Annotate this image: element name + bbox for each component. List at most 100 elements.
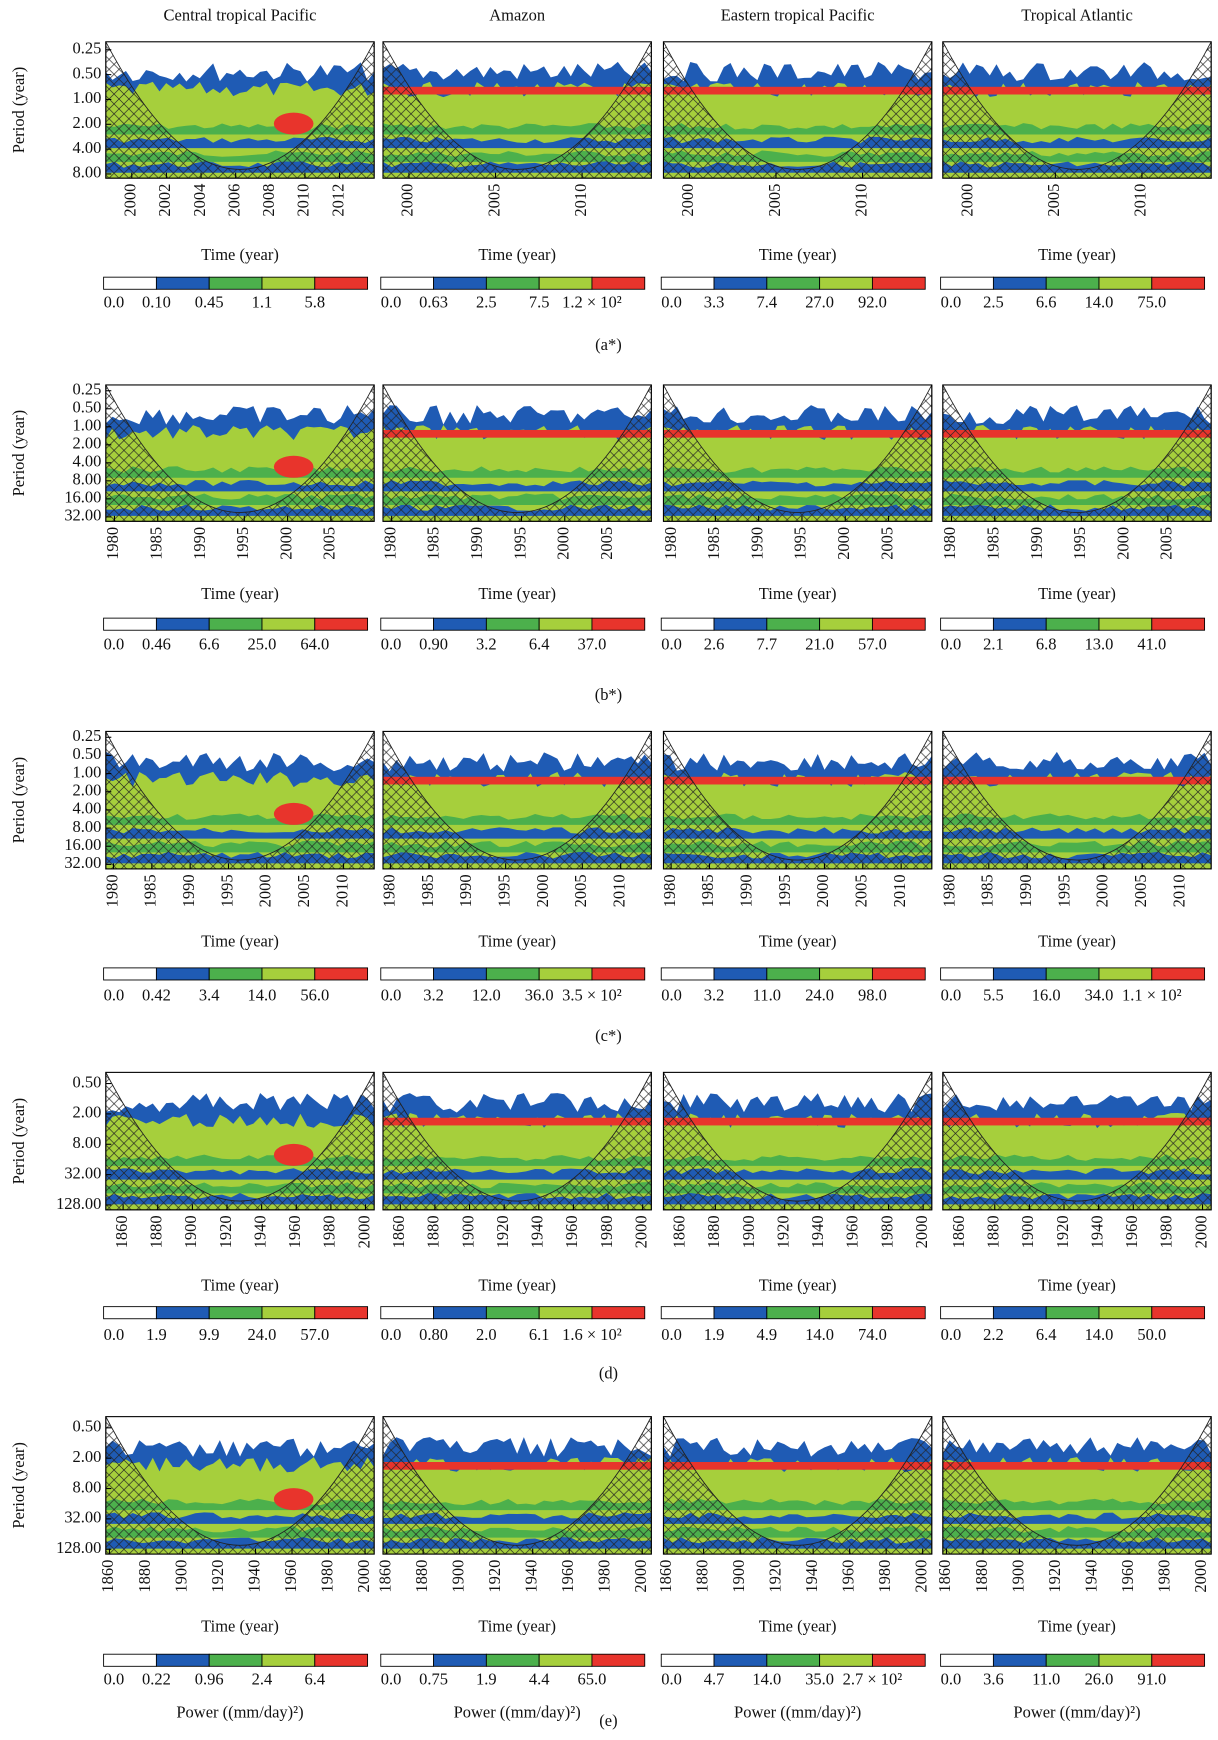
colorbar-segment [209, 618, 262, 630]
colorbar-label: 5.8 [304, 292, 325, 311]
colorbar-label: 6.4 [1036, 1325, 1057, 1344]
colorbar-label: 0.22 [142, 1669, 171, 1688]
colorbar-label: 25.0 [248, 634, 277, 653]
panel [106, 42, 374, 178]
colorbar-segment [872, 968, 925, 980]
colorbar-segment [941, 277, 994, 289]
colorbar-segment [767, 618, 820, 630]
colorbar-segment [1099, 1654, 1152, 1666]
x-tick-label: 1880 [424, 1215, 443, 1248]
x-tick-label: 1860 [375, 1560, 394, 1593]
row-label: (c*) [595, 1026, 622, 1045]
x-tick-label: 2000 [1191, 1215, 1210, 1248]
x-tick-label: 1980 [1154, 1560, 1173, 1593]
colorbar-segment [1099, 277, 1152, 289]
x-tick-label: 2005 [294, 874, 313, 907]
panel [383, 1417, 651, 1554]
colorbar-label: 0.0 [104, 1669, 125, 1688]
x-tick-label: 1985 [147, 527, 166, 560]
colorbar-label: 3.6 [983, 1669, 1004, 1688]
column-title: Amazon [489, 5, 545, 24]
contour [383, 430, 651, 438]
colorbar-segment [262, 968, 315, 980]
colorbar-label: 56.0 [300, 985, 329, 1004]
colorbar-label: 11.0 [753, 985, 781, 1004]
x-tick-label: 1980 [379, 874, 398, 907]
x-tick-label: 1860 [389, 1215, 408, 1248]
x-axis-label: Time (year) [478, 584, 556, 603]
y-tick-label: 32.00 [64, 1163, 101, 1182]
colorbar-segment [767, 1654, 820, 1666]
x-tick-label: 2005 [1131, 874, 1150, 907]
x-axis-label: Time (year) [1038, 584, 1116, 603]
colorbar-segment [315, 277, 368, 289]
column-title: Central tropical Pacific [164, 5, 317, 24]
colorbar-segment [539, 618, 592, 630]
colorbar-title: Power ((mm/day)²) [1013, 1702, 1140, 1721]
colorbar-label: 9.9 [199, 1325, 220, 1344]
colorbar-segment [872, 1307, 925, 1319]
x-tick-label: 1960 [1122, 1215, 1141, 1248]
column-title: Tropical Atlantic [1021, 5, 1133, 24]
colorbar-label: 4.9 [757, 1325, 778, 1344]
colorbar-label: 14.0 [752, 1669, 781, 1688]
colorbar-label: 2.1 [983, 634, 1004, 653]
y-tick-label: 0.25 [73, 726, 102, 745]
colorbar-segment [315, 1654, 368, 1666]
y-tick-label: 128.00 [56, 1538, 101, 1557]
x-tick-label: 1985 [984, 527, 1003, 560]
y-tick-label: 4.00 [73, 452, 102, 471]
x-tick-label: 1995 [494, 874, 513, 907]
colorbar-label: 3.2 [704, 985, 725, 1004]
colorbar-label: 14.0 [1085, 1325, 1114, 1344]
row-label: (b*) [595, 685, 622, 704]
y-tick-label: 0.50 [73, 744, 102, 763]
colorbar-label: 91.0 [1137, 1669, 1166, 1688]
y-tick-label: 0.50 [73, 1072, 102, 1091]
x-tick-label: 1995 [791, 527, 810, 560]
colorbar-segment [872, 1654, 925, 1666]
x-tick-label: 1920 [1053, 1215, 1072, 1248]
x-tick-label: 2005 [1157, 527, 1176, 560]
colorbar-segment [820, 1654, 873, 1666]
x-tick-label: 1960 [838, 1560, 857, 1593]
x-tick-label: 1980 [317, 1560, 336, 1593]
colorbar-segment [1152, 1307, 1205, 1319]
column-title: Eastern tropical Pacific [721, 5, 875, 24]
x-tick-label: 1940 [1081, 1560, 1100, 1593]
colorbar-label: 36.0 [525, 985, 554, 1004]
contour [943, 430, 1211, 438]
colorbar-segment [104, 1307, 157, 1319]
x-tick-label: 1980 [940, 527, 959, 560]
x-tick-label: 1980 [102, 874, 121, 907]
colorbar-segment [434, 1307, 487, 1319]
x-tick-label: 1920 [485, 1560, 504, 1593]
contour [663, 1462, 931, 1470]
colorbar-label: 57.0 [300, 1325, 329, 1344]
colorbar-label: 98.0 [858, 985, 887, 1004]
contour [943, 777, 1211, 785]
colorbar-label: 64.0 [300, 634, 329, 653]
colorbar-segment [661, 618, 714, 630]
colorbar-label: 0.0 [941, 985, 962, 1004]
x-tick-label: 1880 [412, 1560, 431, 1593]
panel [106, 1072, 374, 1209]
colorbar-label: 12.0 [472, 985, 501, 1004]
colorbar-segment [592, 618, 645, 630]
x-axis-label: Time (year) [201, 1617, 279, 1636]
y-axis-label: Period (year) [9, 410, 28, 497]
panel [663, 1417, 931, 1554]
colorbar-label: 7.7 [757, 634, 778, 653]
colorbar-label: 24.0 [805, 985, 834, 1004]
x-tick-label: 2000 [1113, 527, 1132, 560]
colorbar-segment [262, 1654, 315, 1666]
contour [274, 803, 314, 825]
x-tick-label: 1880 [135, 1560, 154, 1593]
colorbar-label: 0.0 [104, 1325, 125, 1344]
colorbar-segment [714, 968, 767, 980]
y-tick-label: 2.00 [73, 434, 102, 453]
contour [943, 1118, 1211, 1126]
x-axis-label: Time (year) [201, 1276, 279, 1295]
colorbar-segment [262, 1307, 315, 1319]
x-tick-label: 2010 [571, 184, 590, 217]
